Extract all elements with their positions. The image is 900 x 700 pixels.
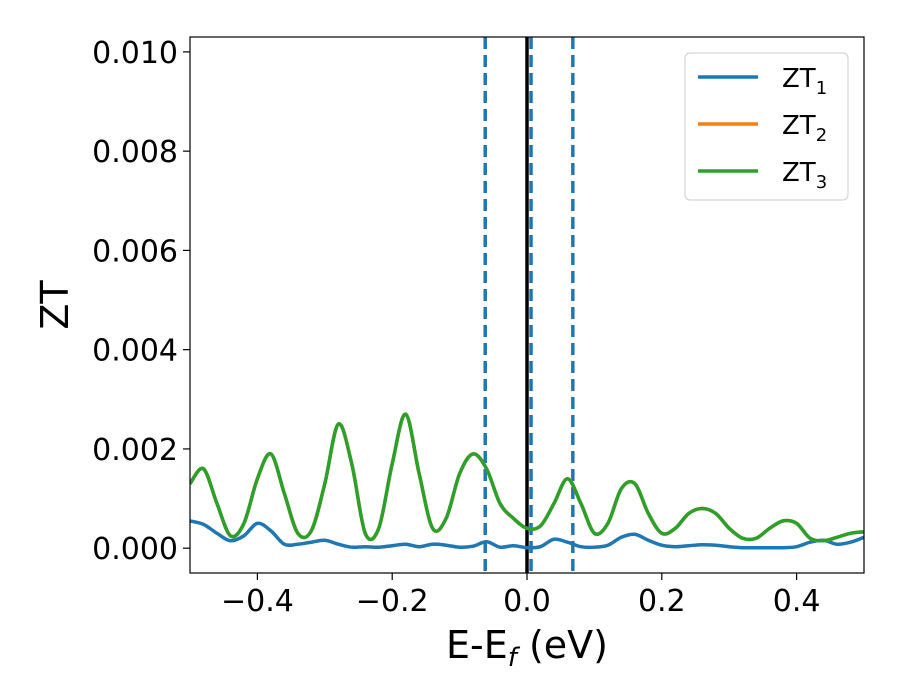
x-tick-label: 0.0 bbox=[503, 584, 551, 619]
y-tick-label: 0.004 bbox=[92, 334, 178, 369]
x-axis-label-rest: (eV) bbox=[517, 623, 608, 667]
x-tick-label: 0.4 bbox=[773, 584, 821, 619]
series-line-zt1 bbox=[190, 519, 864, 550]
legend-box bbox=[684, 52, 849, 201]
legend-label-zt3: ZT3 bbox=[782, 158, 827, 193]
x-axis-label: E-Ef (eV) bbox=[446, 623, 608, 673]
y-tick-label: 0.000 bbox=[92, 532, 178, 567]
legend: ZT1 ZT2 ZT3 bbox=[684, 52, 849, 201]
y-tick-label: 0.010 bbox=[92, 36, 178, 71]
x-axis-label-main: E-E bbox=[446, 623, 508, 667]
x-tick-label: −0.2 bbox=[356, 584, 429, 619]
y-tick-label: 0.006 bbox=[92, 234, 178, 269]
legend-label-zt2: ZT2 bbox=[782, 111, 827, 146]
legend-label-zt1: ZT1 bbox=[782, 64, 827, 99]
x-axis: −0.4 −0.2 0.0 0.2 0.4 bbox=[221, 573, 820, 619]
y-axis: 0.000 0.002 0.004 0.006 0.008 0.010 bbox=[92, 36, 190, 567]
x-tick-label: −0.4 bbox=[221, 584, 294, 619]
y-tick-label: 0.002 bbox=[92, 433, 178, 468]
series-line-zt3 bbox=[190, 412, 864, 543]
series-lines bbox=[190, 412, 864, 550]
y-tick-label: 0.008 bbox=[92, 135, 178, 170]
y-axis-label: ZT bbox=[33, 280, 77, 330]
x-tick-label: 0.2 bbox=[638, 584, 686, 619]
legend-entries: ZT1 ZT2 ZT3 bbox=[698, 64, 827, 193]
reference-lines bbox=[483, 37, 575, 573]
